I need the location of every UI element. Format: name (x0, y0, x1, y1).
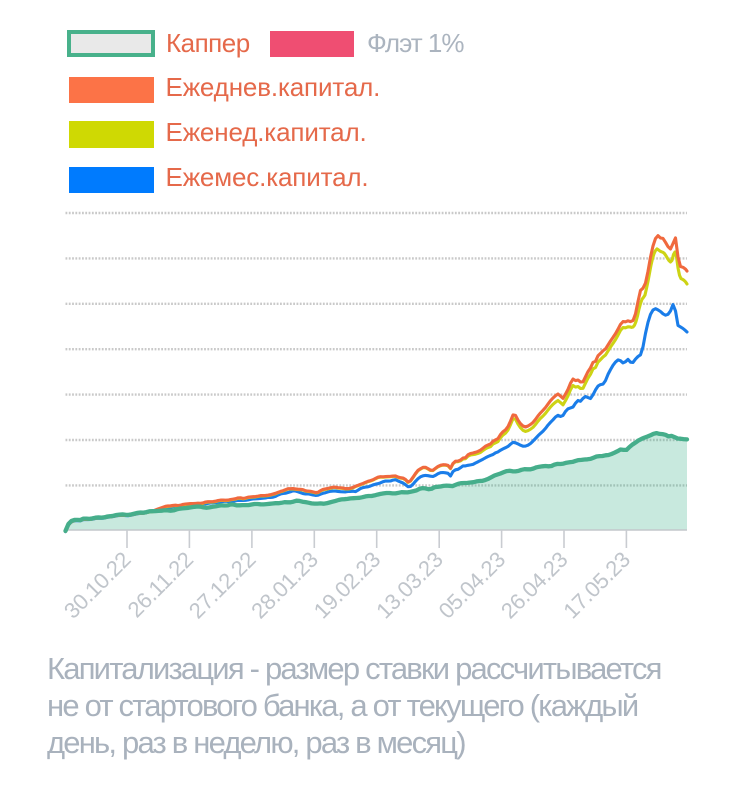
svg-text:19.02.23: 19.02.23 (309, 547, 386, 624)
svg-text:26.11.22: 26.11.22 (123, 547, 198, 622)
svg-text:17.05.23: 17.05.23 (558, 547, 635, 624)
svg-text:30.10.22: 30.10.22 (59, 547, 136, 624)
svg-text:26.04.23: 26.04.23 (496, 547, 573, 624)
svg-text:27.12.22: 27.12.22 (184, 547, 261, 624)
svg-text:05.04.23: 05.04.23 (434, 547, 511, 624)
svg-text:13.03.23: 13.03.23 (371, 547, 448, 624)
svg-text:28.01.23: 28.01.23 (246, 547, 323, 624)
